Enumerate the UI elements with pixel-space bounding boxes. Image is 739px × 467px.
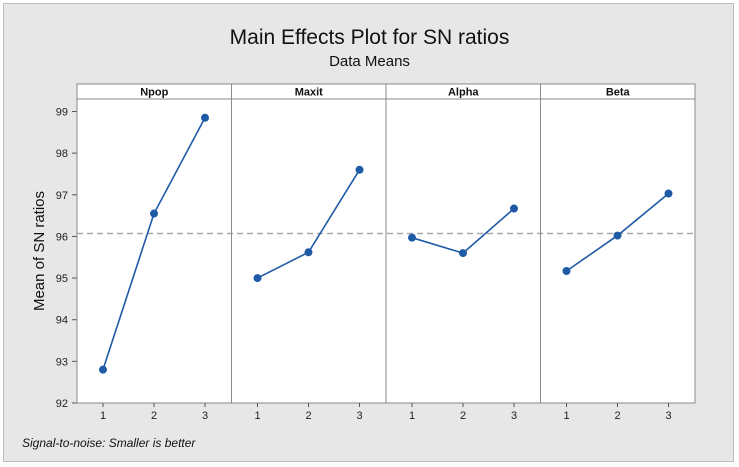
data-point-maxit-3 [355, 165, 364, 174]
data-point-beta-1 [562, 266, 571, 275]
data-point-maxit-2 [304, 248, 313, 257]
panel-title-beta: Beta [606, 87, 631, 99]
data-point-beta-2 [613, 231, 622, 240]
y-tick-label: 98 [56, 148, 68, 160]
data-point-npop-2 [150, 209, 158, 218]
y-tick-label: 93 [56, 356, 68, 368]
data-point-beta-3 [664, 189, 673, 198]
data-point-npop-3 [201, 113, 209, 122]
x-tick-label: 2 [305, 410, 311, 422]
panel-title-npop: Npop [140, 87, 168, 99]
data-point-npop-1 [99, 365, 107, 374]
x-tick-label: 3 [356, 410, 362, 422]
x-tick-label: 1 [100, 410, 106, 422]
data-point-alpha-2 [459, 249, 467, 258]
chart-title: Main Effects Plot for SN ratios [229, 26, 510, 49]
panel-title-alpha: Alpha [448, 87, 479, 99]
y-tick-label: 94 [56, 315, 68, 327]
x-tick-label: 2 [460, 410, 466, 422]
x-tick-label: 1 [409, 410, 415, 422]
y-tick-label: 99 [56, 106, 68, 118]
x-tick-label: 3 [511, 410, 517, 422]
x-tick-label: 1 [563, 410, 569, 422]
y-tick-label: 97 [56, 190, 68, 202]
x-tick-label: 2 [614, 410, 620, 422]
x-tick-label: 3 [665, 410, 671, 422]
x-tick-label: 3 [202, 410, 208, 422]
data-point-alpha-3 [510, 204, 518, 213]
panel-title-maxit: Maxit [295, 87, 323, 99]
y-tick-label: 92 [56, 398, 68, 410]
x-tick-label: 1 [254, 410, 260, 422]
data-point-maxit-1 [253, 274, 262, 283]
y-tick-label: 96 [56, 231, 68, 243]
x-tick-label: 2 [151, 410, 157, 422]
chart-subtitle: Data Means [329, 53, 410, 70]
data-point-alpha-1 [408, 233, 416, 242]
y-axis-label: Mean of SN ratios [31, 191, 48, 311]
y-tick-label: 95 [56, 273, 68, 285]
chart-footnote: Signal-to-noise: Smaller is better [22, 436, 196, 450]
